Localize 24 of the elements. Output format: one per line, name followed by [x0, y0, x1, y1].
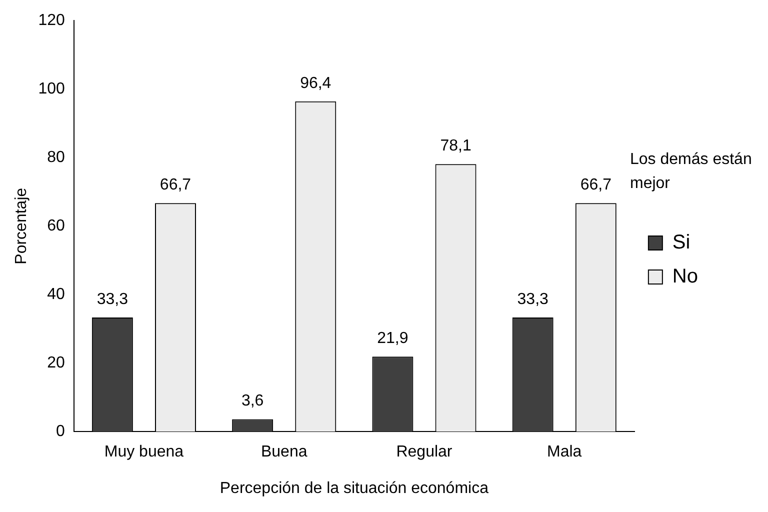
- y-tick-label: 40: [47, 286, 65, 304]
- data-label: 3,6: [241, 392, 264, 410]
- data-label: 33,3: [96, 290, 128, 308]
- y-tick-label: 0: [56, 423, 65, 440]
- y-axis-title: Porcentaje: [13, 188, 30, 264]
- y-tick-label: 60: [47, 218, 65, 235]
- y-tick-label: 120: [38, 12, 65, 30]
- legend-label: No: [672, 266, 698, 288]
- data-label: 96,4: [300, 74, 332, 92]
- data-label: 21,9: [377, 330, 408, 347]
- y-tick-label: 100: [38, 80, 65, 98]
- x-tick-label: Buena: [260, 444, 308, 461]
- y-tick-label: 20: [47, 354, 65, 372]
- legend-label: Si: [672, 232, 690, 254]
- data-label: 78,1: [440, 138, 472, 155]
- x-tick-label: Regular: [396, 444, 453, 461]
- x-tick-label: Mala: [547, 444, 582, 461]
- data-label: 66,7: [160, 176, 192, 194]
- x-axis-title: Percepción de la situación económica: [220, 480, 489, 497]
- data-label: 33,3: [517, 290, 549, 308]
- legend-title: Los demás están mejor: [630, 150, 753, 194]
- y-tick-label: 80: [47, 149, 65, 166]
- x-tick-label: Muy buena: [104, 444, 184, 461]
- data-label: 66,7: [580, 176, 612, 194]
